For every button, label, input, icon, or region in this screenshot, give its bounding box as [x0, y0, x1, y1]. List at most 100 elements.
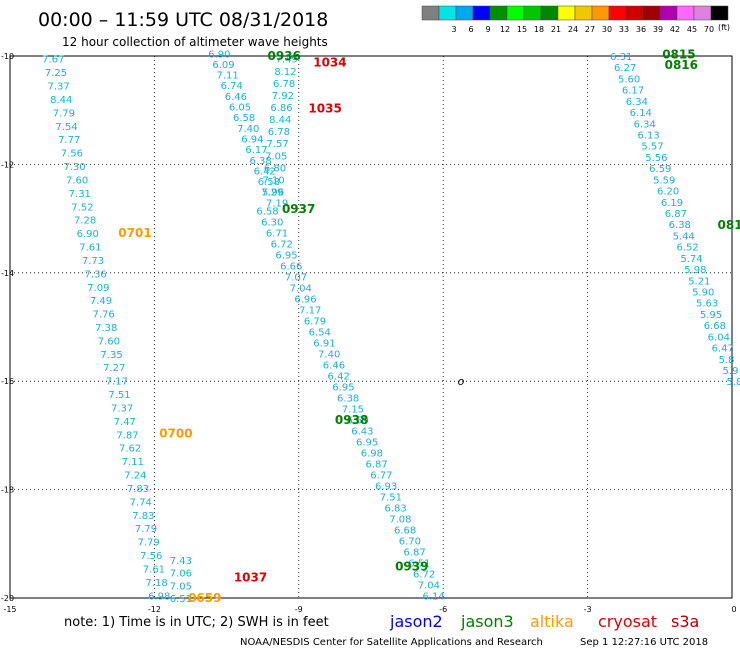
swh-value: 7.17	[106, 377, 128, 388]
swh-value: 7.18	[145, 578, 167, 589]
swh-value: 8.44	[50, 95, 72, 106]
lat-tick-label: -16	[1, 377, 14, 386]
swh-value: 6.59	[347, 415, 369, 426]
swh-value: 5.57	[641, 142, 663, 153]
swh-value: 6.14	[630, 108, 652, 119]
swh-value: 6.43	[351, 426, 373, 437]
swh-value: 7.83	[127, 484, 149, 495]
lon-tick-label: -6	[439, 605, 447, 614]
swh-value: 6.30	[261, 217, 283, 228]
track-central-c: 6.586.306.716.726.956.667.077.046.967.17…	[256, 206, 444, 602]
swh-value: 6.58	[258, 177, 280, 188]
swh-value: 5.21	[688, 276, 710, 287]
color-scale-swatch	[574, 5, 593, 21]
pass-time-label: 081	[718, 218, 740, 232]
swh-value: 6.95	[332, 382, 354, 393]
satellite-legend-jason3: jason3	[460, 612, 514, 631]
color-scale-swatch	[472, 5, 491, 21]
swh-value: 6.52	[676, 243, 698, 254]
swh-value: 6.13	[637, 130, 659, 141]
swh-value: 7.11	[122, 457, 144, 468]
swh-value: 7.17	[299, 305, 321, 316]
swh-value: 6.09	[212, 60, 234, 71]
color-scale-swatch	[591, 5, 610, 21]
swh-value: 5.59	[653, 175, 675, 186]
swh-value: 6.51	[408, 558, 430, 569]
color-scale-unit: (ft)	[718, 23, 730, 32]
swh-value: 6.66	[280, 261, 302, 272]
swh-value: 5.74	[680, 254, 702, 265]
swh-value: 6.59	[649, 164, 671, 175]
swh-value: 6.04	[708, 332, 730, 343]
swh-value: 7.19	[266, 198, 288, 209]
swh-value: 7.73	[82, 256, 104, 267]
swh-value: 7.29	[261, 188, 283, 199]
color-scale-swatch	[642, 5, 661, 21]
swh-value: 6.38	[669, 220, 691, 231]
swh-value: 7.43	[170, 556, 192, 567]
color-scale-swatch	[608, 5, 627, 21]
swh-value: 7.49	[90, 296, 112, 307]
color-scale-label: 36	[636, 25, 646, 34]
color-scale-swatch	[659, 5, 678, 21]
swh-value: 7.47	[114, 417, 136, 428]
swh-value: 7.62	[119, 444, 141, 455]
lat-tick-label: -10	[1, 52, 14, 61]
swh-value: 6.20	[657, 187, 679, 198]
pass-time-label: 0701	[118, 226, 151, 240]
swh-value: 6.58	[256, 206, 278, 217]
swh-tracks: 7.67 7.25 7.37 8.44 7.79 7.54 7.77 7.56 7.30 7.60…	[42, 49, 740, 605]
swh-value: 7.04	[418, 580, 440, 591]
color-scale-label: 45	[687, 25, 697, 34]
swh-value: 7.60	[98, 336, 120, 347]
swh-value: 7.56	[140, 551, 162, 562]
color-scale-label: 24	[568, 25, 578, 34]
color-scale-label: 12	[500, 25, 510, 34]
swh-value: 6.90	[208, 49, 230, 60]
color-scale-swatch	[421, 5, 440, 21]
swh-value: 6.78	[273, 79, 295, 90]
satellite-legend-cryosat: cryosat	[598, 612, 657, 631]
satellite-legend-s3a: s3a	[671, 612, 699, 631]
satellite-legend-altika: altika	[530, 612, 574, 631]
swh-value: 5.56	[645, 153, 667, 164]
swh-value: 7.51	[108, 390, 130, 401]
lat-tick-label: -14	[1, 269, 14, 278]
map-title: 00:00 – 11:59 UTC 08/31/2018	[38, 9, 328, 31]
color-scale-swatch	[676, 5, 695, 21]
swh-value: 6.80	[264, 163, 286, 174]
swh-value: 7.30	[63, 162, 85, 173]
color-scale-label: 39	[653, 25, 663, 34]
swh-value: 7.92	[272, 91, 294, 102]
swh-value: 6.46	[225, 92, 247, 103]
color-scale-label: 27	[585, 25, 595, 34]
swh-value: 6.94	[241, 134, 263, 145]
satellite-legend: jason2 jason3 altika cryosat s3a	[389, 612, 699, 631]
swh-value: 5.95	[700, 310, 722, 321]
pass-time-label: 0938	[335, 413, 368, 427]
color-scale-label: 42	[670, 25, 680, 34]
swh-value: 7.25	[45, 68, 67, 79]
swh-value: 5.98	[684, 265, 706, 276]
swh-value: 7.87	[116, 430, 138, 441]
swh-value: 6.79	[304, 316, 326, 327]
swh-value: 6.71	[266, 228, 288, 239]
footer-credit: NOAA/NESDIS Center for Satellite Applica…	[240, 637, 543, 648]
pass-time-label: 0816	[665, 58, 698, 72]
swh-value: 7.04	[290, 283, 312, 294]
swh-value: 7.37	[47, 82, 69, 93]
color-scale-swatch	[438, 5, 457, 21]
swh-value: 7.61	[79, 243, 101, 254]
pass-time-label: 1035	[308, 101, 341, 115]
pass-time-label: 1034	[313, 55, 346, 69]
swh-value: 7.08	[389, 514, 411, 525]
swh-value: 6.17	[245, 145, 267, 156]
lon-tick-label: -3	[584, 605, 592, 614]
color-scale-label: 30	[602, 25, 612, 34]
map-subtitle: 12 hour collection of altimeter wave hei…	[62, 35, 328, 49]
swh-value: 6.98	[148, 591, 170, 602]
swh-value: 5.90	[692, 287, 714, 298]
swh-value: 5.96	[262, 188, 284, 199]
island-marker: o	[458, 375, 465, 388]
